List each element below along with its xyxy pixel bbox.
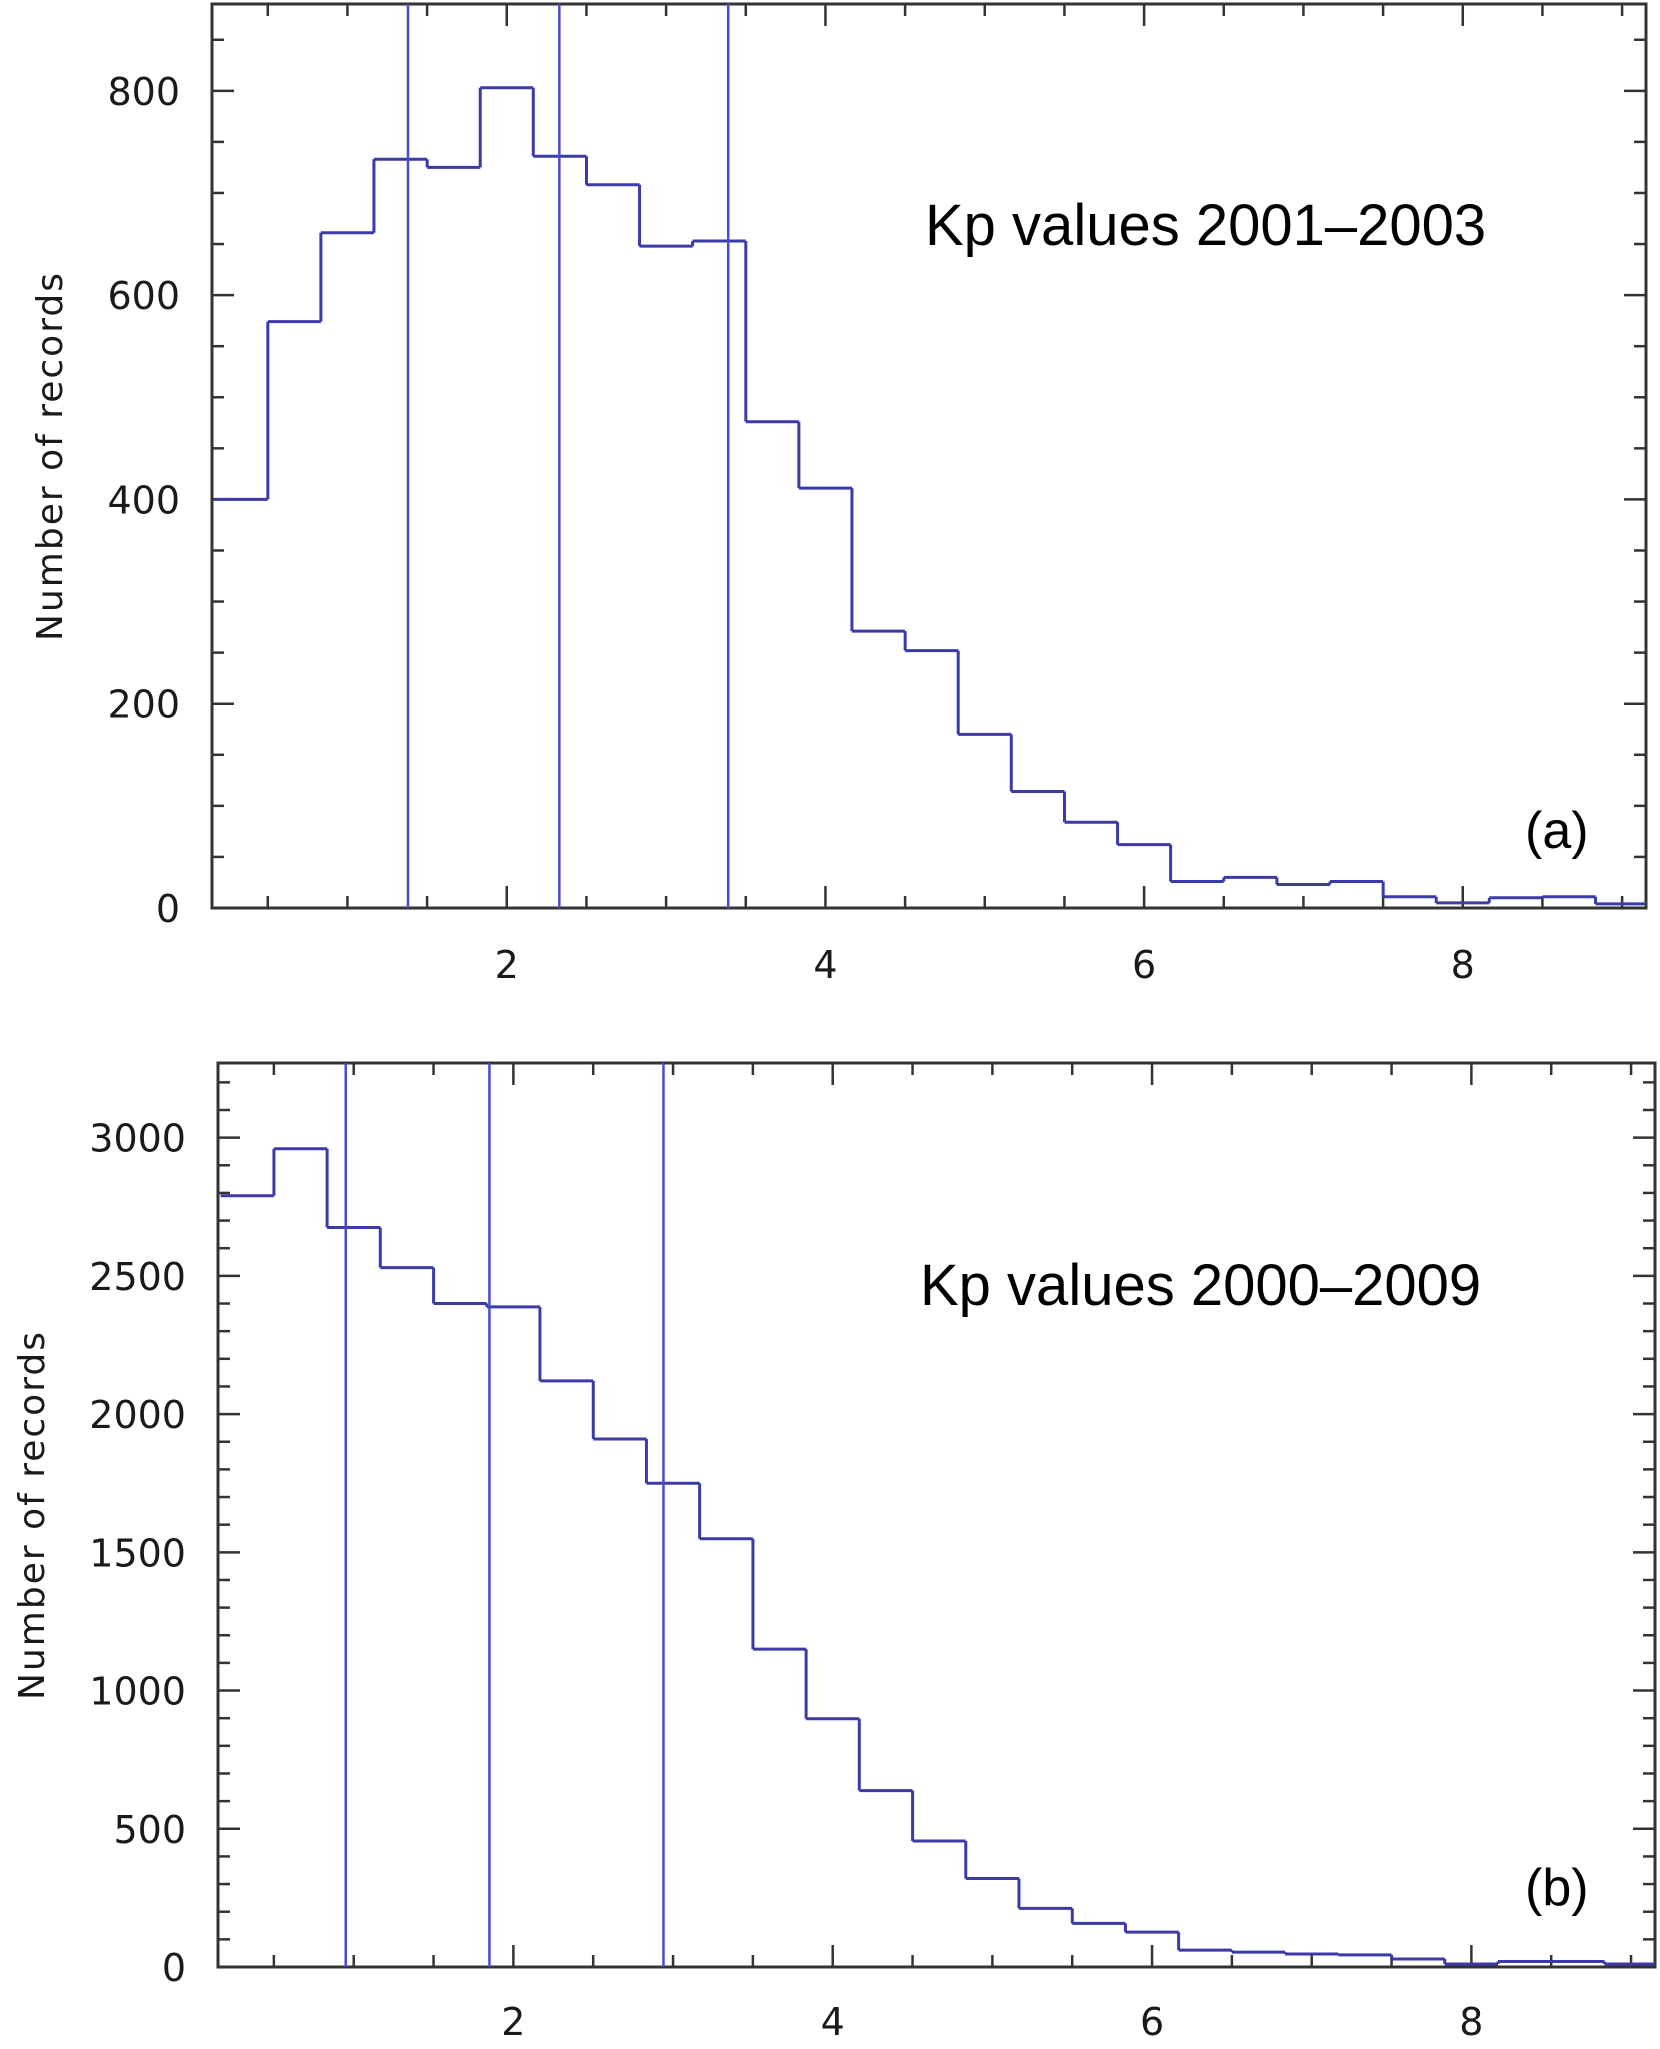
x-tick-label: 6 [1140, 2000, 1164, 2044]
histogram-bin [478, 86, 534, 168]
histogram-bin [857, 1718, 913, 1793]
histogram-bin [319, 231, 374, 322]
histogram-bin [485, 1303, 540, 1309]
histogram-bin [1328, 879, 1384, 885]
histogram-bin [744, 240, 799, 424]
histogram-bin [325, 1148, 381, 1229]
histogram-bin [1123, 1923, 1179, 1934]
histogram-bin [903, 631, 959, 653]
histogram-bin [1336, 1953, 1392, 1957]
histogram-bin [584, 156, 640, 187]
histogram-bin [804, 1649, 860, 1721]
histogram-bin [797, 421, 852, 490]
histogram-bin [1062, 791, 1118, 824]
x-tick-label: 2 [495, 943, 519, 987]
panel-a-y-axis-label: Number of records [30, 271, 71, 641]
panel-b-y-axis-label: Number of records [12, 1330, 53, 1700]
histogram-bin [850, 488, 906, 633]
histogram-bin [1116, 822, 1171, 847]
histogram-bin [751, 1538, 807, 1651]
histogram-bin [378, 1227, 434, 1270]
histogram-bin [372, 157, 428, 233]
panel-a-marks: 2 4 6 8 0 200 400 600 800 [107, 2, 1648, 987]
histogram-bin [1390, 1954, 1445, 1961]
y-tick-label: 800 [107, 70, 180, 114]
x-tick-label: 8 [1451, 943, 1475, 987]
histogram-bin [964, 1840, 1019, 1881]
y-tick-label: 600 [107, 274, 180, 318]
histogram-bin [1381, 881, 1437, 899]
histogram-bin [1594, 896, 1646, 906]
panel-b-kp-2000-2009: 2 4 6 8 0 500 1000 1500 2000 2500 3000 Kp values 2… [12, 1061, 1657, 2044]
panel-b-annotation: Kp values 2000–2009 [920, 1253, 1481, 1318]
x-tick-label: 4 [813, 943, 837, 987]
y-tick-label: 2000 [89, 1393, 186, 1437]
plot-frame [216, 1061, 1657, 1969]
histogram-bin [956, 650, 1012, 736]
histogram-bin [272, 1147, 328, 1196]
x-tick-label: 6 [1132, 943, 1156, 987]
histogram-bin [638, 184, 693, 248]
histogram-bin [691, 239, 746, 247]
histogram-bin [1070, 1908, 1126, 1925]
histogram-bin [432, 1267, 487, 1306]
histogram-bin [1177, 1932, 1232, 1952]
panel-b-label: (b) [1525, 1859, 1589, 1917]
x-tick-label: 8 [1459, 2000, 1483, 2044]
histogram-bin [591, 1380, 647, 1441]
y-tick-label: 2500 [89, 1255, 186, 1299]
y-tick-label: 1500 [89, 1531, 186, 1575]
y-tick-label: 0 [156, 887, 180, 931]
histogram-bin [1496, 1959, 1552, 1964]
histogram-bin [1434, 896, 1490, 905]
y-tick-label: 0 [162, 1946, 186, 1990]
histogram-bin [1017, 1878, 1073, 1910]
panel-a-label: (a) [1525, 802, 1589, 860]
histogram-bin [1169, 844, 1224, 883]
y-tick-label: 200 [107, 683, 180, 727]
y-tick-label: 3000 [89, 1117, 186, 1161]
histogram-bin [538, 1306, 594, 1383]
histogram-bin [1487, 896, 1543, 903]
x-tick-label: 2 [501, 2000, 525, 2044]
panel-a-kp-2001-2003: 2 4 6 8 0 200 400 600 800 Kp values 2001–2003 (a… [30, 2, 1648, 987]
histogram-bin [1009, 734, 1065, 794]
histogram-bin [1222, 875, 1277, 882]
histogram-bin [1443, 1958, 1498, 1966]
histogram-bin [644, 1438, 700, 1485]
histogram-bin [1283, 1952, 1339, 1956]
panel-a-annotation: Kp values 2001–2003 [925, 193, 1486, 258]
plot-frame [210, 2, 1648, 910]
histogram-bin [1230, 1950, 1286, 1954]
histogram-bin [1602, 1961, 1655, 1966]
y-tick-label: 400 [107, 478, 180, 522]
y-tick-label: 500 [113, 1808, 186, 1852]
histogram-bin [911, 1790, 966, 1843]
panel-b-marks: 2 4 6 8 0 500 1000 1500 2000 2500 3000 [89, 1061, 1657, 2044]
x-tick-label: 4 [821, 2000, 845, 2044]
y-tick-label: 1000 [89, 1670, 186, 1714]
histogram-bin [266, 320, 321, 500]
histogram-bin [425, 159, 481, 169]
histogram-bin [1275, 877, 1330, 887]
histogram-bin [698, 1483, 753, 1541]
histogram-bin [1540, 895, 1596, 899]
